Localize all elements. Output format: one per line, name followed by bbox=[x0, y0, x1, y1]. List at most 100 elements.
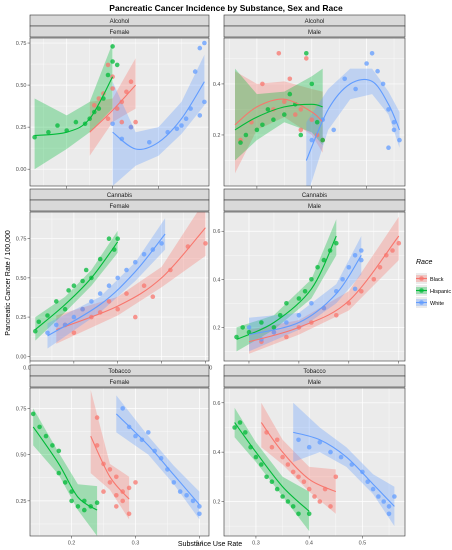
point-cannabis-female-black-1 bbox=[71, 330, 77, 336]
point-tobacco-female-hispanic-2 bbox=[43, 433, 49, 439]
point-tobacco-female-white-8 bbox=[171, 480, 177, 485]
fit-line-tobacco-female-hispanic bbox=[32, 426, 98, 511]
point-tobacco-female-white-10 bbox=[184, 493, 189, 498]
point-alcohol-male-white-11 bbox=[391, 127, 397, 133]
point-cannabis-female-white-7 bbox=[106, 283, 112, 289]
point-alcohol-female-black-13 bbox=[133, 119, 138, 125]
confidence-band-alcohol-female-white bbox=[112, 54, 205, 186]
point-cannabis-female-white-0 bbox=[45, 330, 50, 336]
point-tobacco-male-hispanic-12 bbox=[296, 511, 301, 517]
point-alcohol-male-hispanic-11 bbox=[309, 81, 315, 87]
point-alcohol-male-white-2 bbox=[331, 127, 337, 133]
point-tobacco-female-black-1 bbox=[94, 415, 100, 420]
confidence-band-tobacco-female-hispanic bbox=[33, 408, 98, 536]
point-tobacco-female-white-9 bbox=[177, 489, 183, 494]
point-alcohol-female-hispanic-4 bbox=[73, 119, 79, 125]
fit-line-cannabis-male-white bbox=[248, 254, 362, 336]
point-tobacco-male-black-13 bbox=[333, 474, 339, 480]
fit-line-alcohol-female-hispanic bbox=[34, 76, 114, 137]
y-tick-label-tobacco-female-0: 0.25 bbox=[16, 499, 27, 505]
legend-label-black: Black bbox=[430, 277, 444, 283]
point-tobacco-female-white-11 bbox=[190, 498, 196, 504]
y-tick-label-alcohol-male-1: 0.4 bbox=[213, 82, 221, 88]
point-cannabis-female-hispanic-6 bbox=[71, 283, 77, 289]
point-cannabis-male-hispanic-10 bbox=[315, 265, 320, 270]
point-tobacco-female-black-11 bbox=[126, 511, 132, 517]
point-tobacco-male-white-10 bbox=[381, 499, 387, 504]
point-alcohol-male-hispanic-4 bbox=[265, 107, 271, 112]
legend-label-white: White bbox=[430, 301, 444, 307]
point-tobacco-male-hispanic-4 bbox=[253, 454, 259, 460]
confidence-band-alcohol-male-white bbox=[306, 68, 400, 186]
strip-sex-label-tobacco-female: Female bbox=[109, 380, 130, 386]
point-tobacco-female-white-4 bbox=[146, 430, 151, 435]
point-alcohol-male-hispanic-0 bbox=[238, 140, 243, 145]
strip-sex-tobacco-female bbox=[29, 375, 210, 388]
point-tobacco-male-hispanic-10 bbox=[285, 499, 291, 504]
point-tobacco-female-black-10 bbox=[120, 498, 125, 504]
point-alcohol-male-hispanic-10 bbox=[304, 51, 309, 56]
facet-panels: Alcohol Female 0.4 0.5 0.6 0.00 0.25 0.50 0.75 Al… bbox=[16, 14, 406, 547]
point-tobacco-female-white-5 bbox=[152, 448, 157, 454]
point-cannabis-female-hispanic-11 bbox=[106, 236, 112, 241]
confidence-band-alcohol-male-hispanic bbox=[235, 68, 323, 161]
legend-label-hispanic: Hispanic bbox=[430, 289, 451, 295]
point-tobacco-female-hispanic-6 bbox=[62, 480, 68, 485]
panel-border-tobacco-male bbox=[223, 387, 406, 537]
point-cannabis-female-white-10 bbox=[133, 259, 138, 265]
point-tobacco-female-hispanic-10 bbox=[82, 507, 87, 513]
panel-background-tobacco-female bbox=[30, 388, 209, 536]
point-alcohol-male-hispanic-5 bbox=[271, 117, 276, 122]
y-tick-label-cannabis-male-2: 0.6 bbox=[213, 229, 221, 235]
point-tobacco-male-hispanic-1 bbox=[237, 420, 243, 425]
confidence-band-tobacco-female-white bbox=[116, 395, 200, 520]
point-alcohol-female-black-8 bbox=[119, 99, 125, 105]
y-axis-title: Pancreatic Cancer Rate / 100,000 bbox=[5, 230, 12, 336]
point-alcohol-male-black-2 bbox=[260, 81, 265, 87]
point-tobacco-male-hispanic-9 bbox=[280, 494, 285, 499]
fit-line-tobacco-male-hispanic bbox=[234, 422, 310, 512]
point-tobacco-male-hispanic-8 bbox=[274, 486, 280, 492]
point-cannabis-male-hispanic-9 bbox=[309, 277, 314, 282]
point-tobacco-female-black-5 bbox=[107, 480, 113, 485]
point-cannabis-male-black-11 bbox=[384, 253, 389, 258]
point-tobacco-male-white-11 bbox=[386, 504, 392, 509]
point-tobacco-male-black-12 bbox=[328, 504, 333, 509]
point-tobacco-female-hispanic-8 bbox=[69, 498, 74, 504]
point-cannabis-female-hispanic-4 bbox=[62, 306, 68, 312]
point-alcohol-male-black-11 bbox=[309, 117, 315, 122]
point-alcohol-female-black-9 bbox=[119, 119, 125, 125]
panel-border-cannabis-female bbox=[29, 211, 210, 362]
fit-line-alcohol-female-black bbox=[89, 84, 137, 133]
point-cannabis-male-white-12 bbox=[352, 286, 358, 292]
confidence-band-alcohol-female-black bbox=[89, 58, 136, 156]
confidence-band-tobacco-female-black bbox=[90, 389, 130, 520]
point-tobacco-female-black-12 bbox=[126, 485, 132, 491]
point-cannabis-female-black-5 bbox=[106, 299, 112, 304]
legend-entry-white: White bbox=[416, 297, 444, 308]
point-cannabis-female-black-13 bbox=[203, 241, 208, 246]
point-tobacco-male-black-4 bbox=[285, 462, 291, 467]
point-cannabis-male-hispanic-0 bbox=[234, 334, 239, 340]
point-cannabis-male-white-13 bbox=[359, 257, 364, 263]
point-alcohol-female-white-13 bbox=[197, 113, 203, 118]
fit-line-alcohol-male-black bbox=[234, 98, 324, 126]
strip-sex-alcohol-female bbox=[29, 25, 210, 38]
legend-key-point-hispanic bbox=[419, 288, 424, 293]
fit-line-alcohol-male-hispanic bbox=[234, 103, 323, 131]
point-alcohol-male-hispanic-2 bbox=[254, 127, 260, 133]
confidence-band-alcohol-male-black bbox=[235, 71, 323, 174]
data-layer-alcohol-male bbox=[234, 51, 402, 186]
point-alcohol-female-black-11 bbox=[128, 79, 134, 84]
point-cannabis-male-black-13 bbox=[396, 240, 402, 246]
point-tobacco-male-black-9 bbox=[312, 494, 317, 499]
point-alcohol-male-white-4 bbox=[353, 86, 358, 92]
confidence-band-cannabis-male-white bbox=[249, 236, 362, 352]
x-tick-label-tobacco-male-0: 0.3 bbox=[252, 541, 260, 547]
point-alcohol-female-black-3 bbox=[105, 116, 111, 121]
point-cannabis-male-hispanic-4 bbox=[271, 325, 277, 330]
chart-title: Pancreatic Cancer Incidence by Substance… bbox=[109, 3, 343, 13]
point-tobacco-male-white-9 bbox=[376, 494, 381, 499]
point-tobacco-male-white-0 bbox=[296, 437, 301, 443]
